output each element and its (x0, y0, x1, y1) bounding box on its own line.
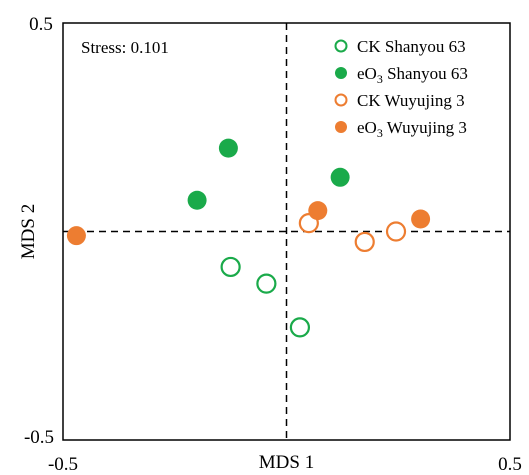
data-points (66, 138, 431, 338)
legend-label-2: eO3 Shanyou 63 (357, 64, 468, 86)
data-point-series-2-1 (218, 138, 238, 158)
y-tick-label-min: -0.5 (24, 427, 54, 448)
legend-marker-1 (334, 39, 348, 53)
legend-label-4: eO3 Wuyujing 3 (357, 118, 467, 140)
plot-frame (62, 22, 511, 441)
legend-marker-4 (335, 121, 347, 133)
tick-labels: -0.5 0.5 0.5 -0.5 (24, 14, 522, 475)
data-point-series-3-2 (354, 231, 375, 253)
legend: CK Shanyou 63 eO3 Shanyou 63 CK Wuyujing 3… (334, 37, 468, 140)
data-point-series-4-3 (411, 209, 431, 229)
y-axis-label: MDS 2 (18, 204, 39, 259)
x-tick-label-min: -0.5 (48, 454, 78, 475)
data-point-series-2-3 (330, 167, 350, 187)
x-tick-label-max: 0.5 (498, 454, 522, 475)
data-point-series-1-3 (289, 317, 311, 338)
data-point-series-2-2 (187, 190, 207, 210)
data-point-series-1-1 (220, 256, 241, 278)
legend-marker-2 (335, 67, 347, 79)
y-tick-label-max: 0.5 (29, 14, 53, 35)
x-axis-label: MDS 1 (259, 452, 314, 473)
data-point-series-1-2 (256, 273, 277, 294)
stress-annotation: Stress: 0.101 (81, 38, 169, 57)
legend-marker-3 (334, 93, 348, 107)
reference-lines (63, 23, 510, 440)
data-point-series-4-2 (308, 201, 328, 221)
data-point-series-4-1 (66, 226, 86, 246)
legend-label-1: CK Shanyou 63 (357, 37, 466, 56)
data-point-series-3-3 (385, 221, 407, 242)
legend-label-3: CK Wuyujing 3 (357, 91, 465, 110)
